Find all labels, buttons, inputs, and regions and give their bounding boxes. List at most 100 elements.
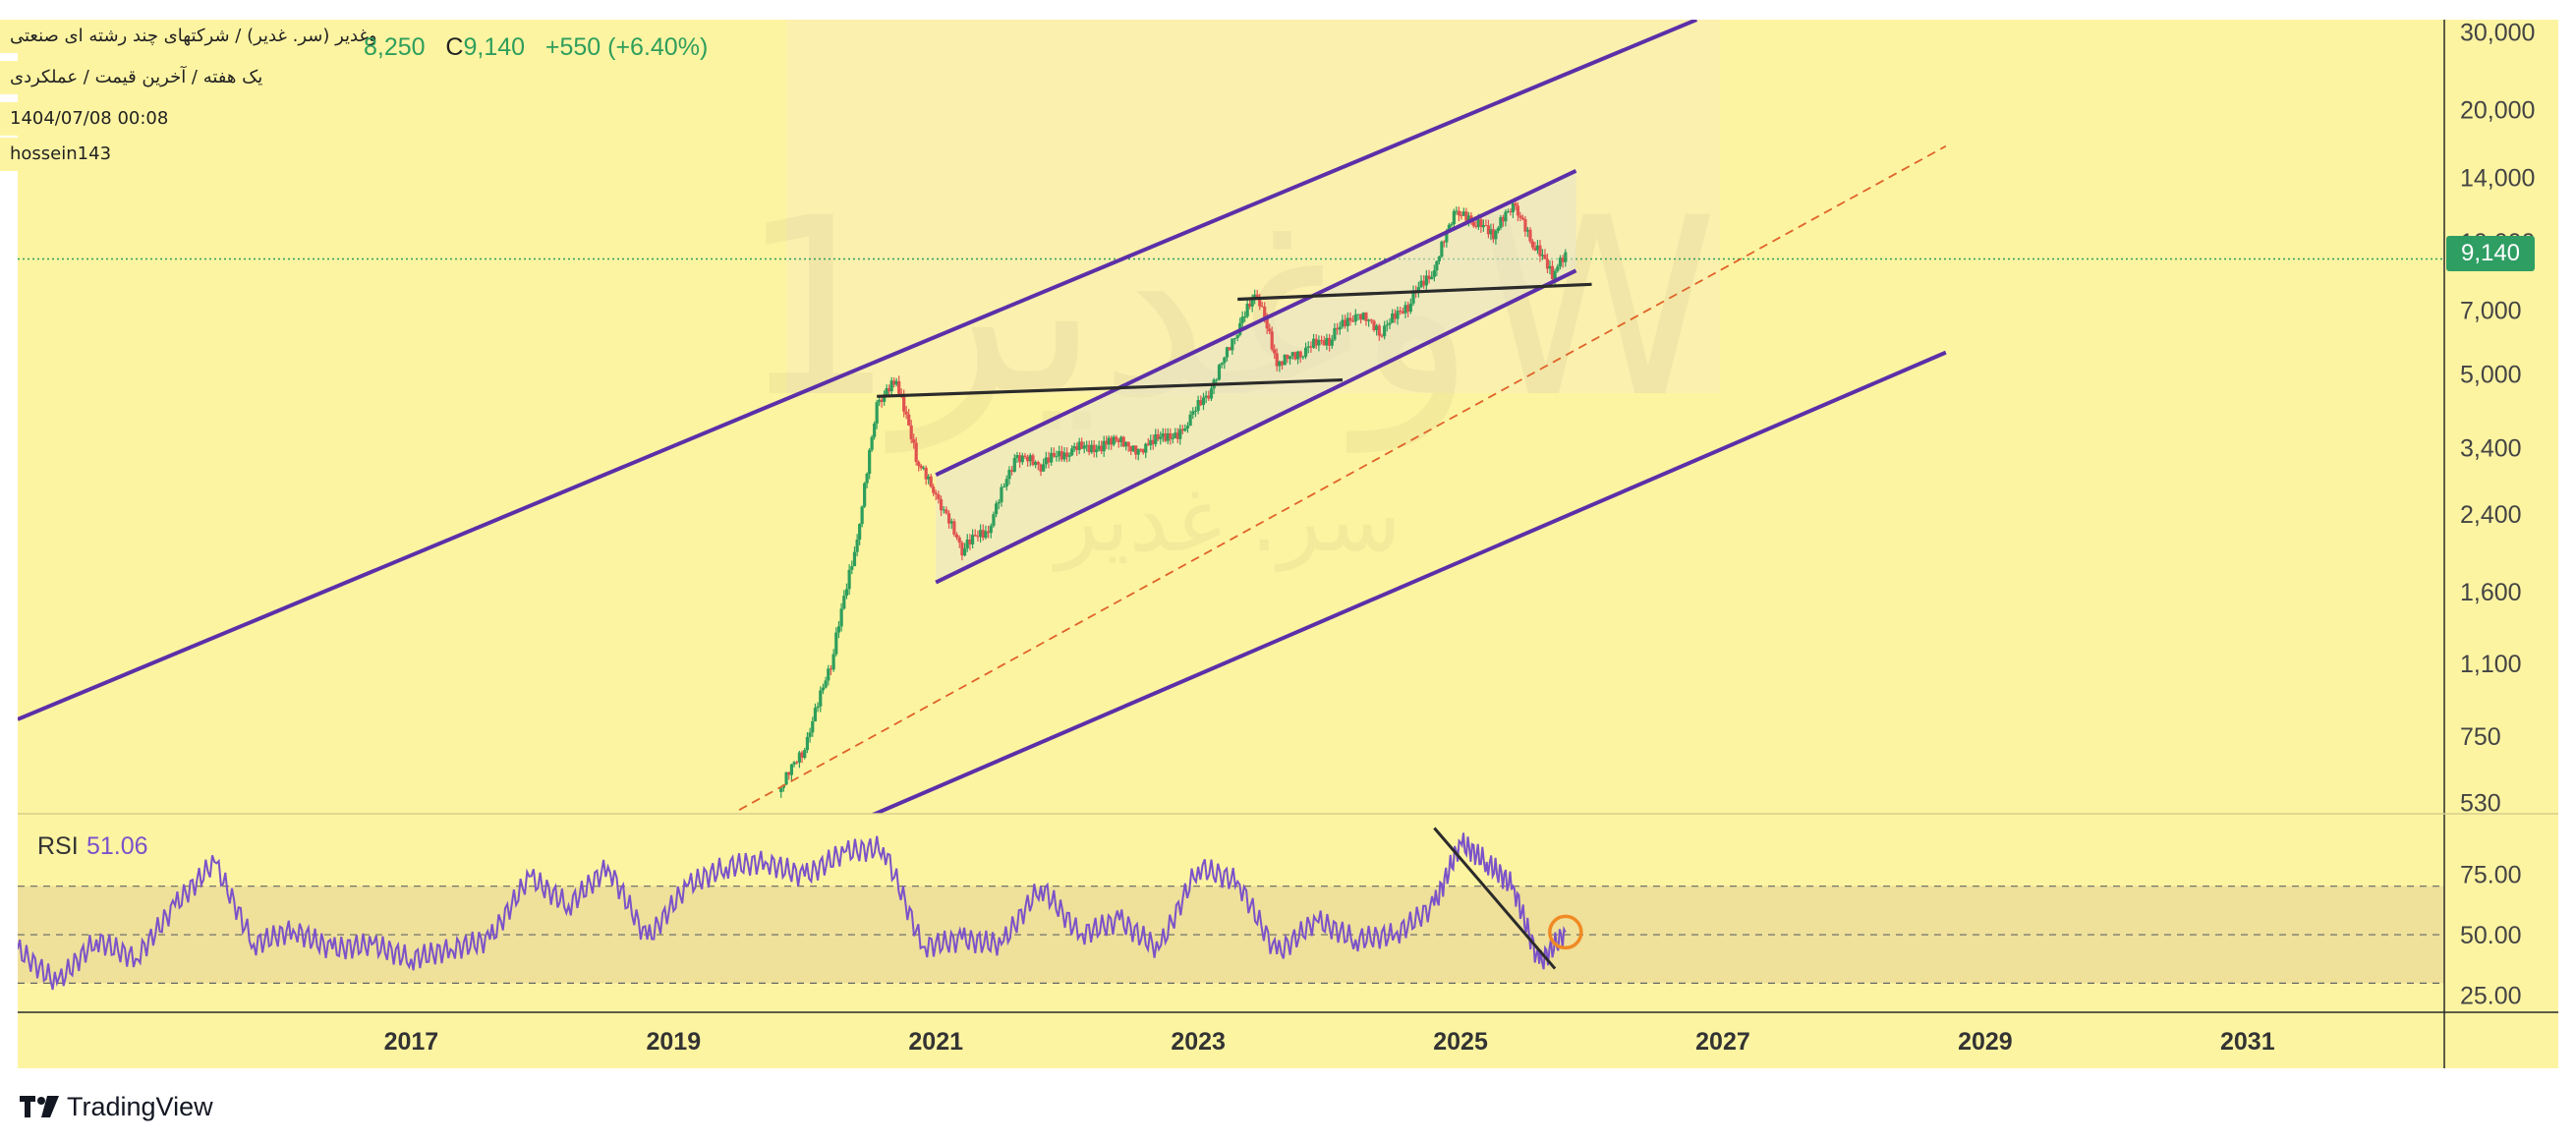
candle <box>942 509 945 511</box>
candle <box>1107 437 1111 445</box>
price-pane[interactable] <box>18 20 2444 822</box>
inner-lower-line <box>935 268 1577 585</box>
candle <box>1100 445 1104 452</box>
candle <box>1518 215 1522 218</box>
candle <box>1015 455 1019 459</box>
candle <box>1258 298 1262 307</box>
candle <box>803 750 807 758</box>
candle <box>1351 320 1355 322</box>
candle <box>1311 338 1316 348</box>
candle <box>1361 313 1365 320</box>
candle <box>1372 320 1376 330</box>
candle <box>1545 258 1550 269</box>
candle <box>1010 470 1014 472</box>
candle <box>1134 445 1138 455</box>
candle <box>968 539 972 544</box>
candle <box>797 752 802 763</box>
candle <box>970 535 975 544</box>
candle <box>1018 455 1022 463</box>
candle <box>954 534 959 538</box>
candle <box>819 690 823 707</box>
rsi-pane[interactable] <box>18 827 2444 991</box>
candle <box>1080 441 1084 449</box>
candle <box>880 399 884 402</box>
ohlc-readout: 8,250 C9,140 +550 (+6.40%) <box>364 33 708 62</box>
candle <box>1026 456 1030 462</box>
candle <box>904 411 908 415</box>
candle <box>1290 352 1294 357</box>
time-axis-label: 2029 <box>1958 1028 2013 1056</box>
candle <box>1050 452 1054 463</box>
candle <box>1136 448 1140 455</box>
candle <box>1427 275 1431 280</box>
candle <box>1325 337 1329 346</box>
candle <box>962 548 967 556</box>
candle <box>1082 445 1086 449</box>
candle <box>976 536 980 538</box>
candle <box>1511 202 1516 213</box>
candle <box>1504 211 1508 222</box>
candle <box>1314 338 1318 346</box>
candle <box>816 706 820 709</box>
candle <box>824 680 828 688</box>
candle <box>1075 445 1079 450</box>
candle <box>878 399 882 403</box>
candle <box>1031 455 1035 466</box>
candle <box>1396 311 1400 319</box>
candle <box>1002 486 1006 488</box>
candle <box>1124 441 1128 447</box>
tradingview-brand[interactable]: TradingView <box>20 1091 213 1122</box>
candle <box>1020 455 1024 463</box>
candle <box>1058 451 1061 457</box>
candle <box>1442 241 1446 243</box>
candle <box>811 720 815 733</box>
candle <box>1288 356 1292 360</box>
price-axis-label: 7,000 <box>2460 297 2522 324</box>
candle <box>1550 265 1555 279</box>
candle <box>1090 444 1094 453</box>
time-axis-label: 2023 <box>1171 1028 1226 1056</box>
candle <box>960 543 964 556</box>
candle <box>981 530 985 539</box>
candle <box>1430 276 1434 280</box>
candle <box>1540 255 1545 257</box>
candle <box>800 752 804 758</box>
candle <box>1525 229 1530 232</box>
rsi-axis-label: 50.00 <box>2460 922 2522 949</box>
candle <box>924 467 928 480</box>
candle <box>1245 304 1249 316</box>
candle <box>1121 436 1125 447</box>
rsi-axis-label: 75.00 <box>2460 861 2522 888</box>
candle <box>1309 346 1313 348</box>
price-axis-label: 530 <box>2460 790 2501 818</box>
time-axis-label: 2031 <box>2220 1028 2275 1056</box>
candle <box>1180 429 1184 431</box>
candle <box>1338 326 1342 330</box>
candle <box>1543 255 1547 259</box>
rsi-value: 51.06 <box>86 832 148 860</box>
candle <box>829 668 833 670</box>
candle <box>1476 219 1481 227</box>
candle <box>1149 439 1153 446</box>
candle <box>1471 221 1475 226</box>
candle <box>1391 313 1395 323</box>
candle <box>1450 224 1454 226</box>
candle <box>860 506 864 525</box>
candle <box>995 503 999 515</box>
candle <box>1161 433 1165 437</box>
candle <box>1154 433 1158 444</box>
candle <box>1558 257 1563 267</box>
candle <box>1067 455 1071 457</box>
candle <box>1452 210 1456 225</box>
price-axis-label: 1,600 <box>2460 579 2522 606</box>
candle <box>1416 287 1420 293</box>
close-label: C <box>445 33 464 61</box>
candle <box>929 476 933 487</box>
candle <box>1250 299 1254 307</box>
candle <box>1461 211 1465 216</box>
candle <box>1193 410 1198 412</box>
candle <box>1344 319 1347 326</box>
candle <box>1131 445 1135 452</box>
candle <box>1564 252 1568 262</box>
